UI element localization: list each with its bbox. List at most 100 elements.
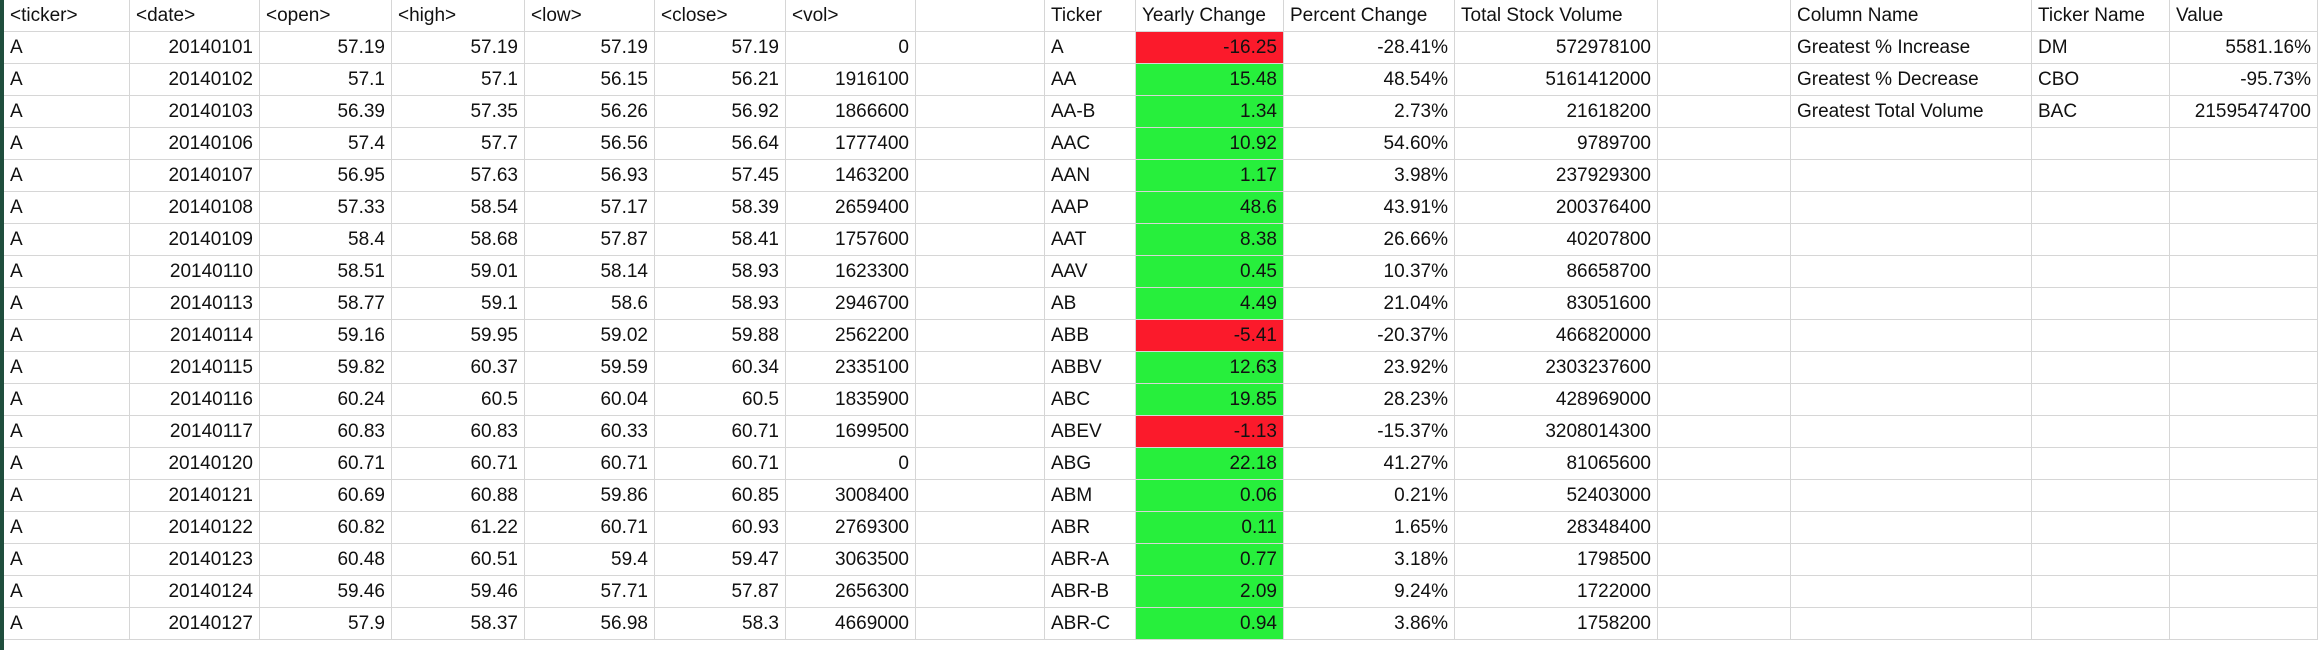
- empty-cell[interactable]: [1658, 32, 1791, 64]
- summary-data-cell[interactable]: 54.60%: [1284, 128, 1455, 160]
- raw-data-cell[interactable]: 60.5: [392, 384, 525, 416]
- empty-cell[interactable]: [2170, 576, 2318, 608]
- empty-cell[interactable]: [1658, 288, 1791, 320]
- summary-data-cell[interactable]: ABM: [1045, 480, 1136, 512]
- empty-cell[interactable]: [2032, 352, 2170, 384]
- greatest-data-cell[interactable]: -95.73%: [2170, 64, 2318, 96]
- raw-data-cell[interactable]: 20140107: [130, 160, 260, 192]
- raw-data-cell[interactable]: 58.77: [260, 288, 392, 320]
- raw-data-cell[interactable]: A: [4, 576, 130, 608]
- empty-cell[interactable]: [916, 384, 1045, 416]
- raw-data-cell[interactable]: 20140103: [130, 96, 260, 128]
- empty-cell[interactable]: [1791, 544, 2032, 576]
- raw-data-cell[interactable]: 60.51: [392, 544, 525, 576]
- empty-cell[interactable]: [2032, 192, 2170, 224]
- summary-data-cell[interactable]: 9.24%: [1284, 576, 1455, 608]
- empty-cell[interactable]: [1658, 320, 1791, 352]
- summary-data-cell[interactable]: AAP: [1045, 192, 1136, 224]
- raw-data-cell[interactable]: 57.1: [392, 64, 525, 96]
- raw-data-cell[interactable]: 57.87: [655, 576, 786, 608]
- raw-data-cell[interactable]: 20140109: [130, 224, 260, 256]
- summary-data-cell[interactable]: AAN: [1045, 160, 1136, 192]
- summary-data-cell[interactable]: 83051600: [1455, 288, 1658, 320]
- raw-data-cell[interactable]: 59.46: [260, 576, 392, 608]
- raw-data-cell[interactable]: 59.4: [525, 544, 655, 576]
- summary-data-cell[interactable]: 2.73%: [1284, 96, 1455, 128]
- summary-data-cell[interactable]: 3.98%: [1284, 160, 1455, 192]
- empty-cell[interactable]: [1791, 192, 2032, 224]
- raw-data-cell[interactable]: 3063500: [786, 544, 916, 576]
- empty-cell[interactable]: [916, 512, 1045, 544]
- summary-data-cell[interactable]: 9789700: [1455, 128, 1658, 160]
- raw-data-cell[interactable]: 59.59: [525, 352, 655, 384]
- raw-data-cell[interactable]: 60.93: [655, 512, 786, 544]
- raw-data-cell[interactable]: 20140116: [130, 384, 260, 416]
- empty-cell[interactable]: [1791, 480, 2032, 512]
- raw-data-cell[interactable]: 0: [786, 32, 916, 64]
- empty-cell[interactable]: [2032, 416, 2170, 448]
- empty-cell[interactable]: [1791, 288, 2032, 320]
- yearly-change-cell[interactable]: 0.45: [1136, 256, 1284, 288]
- raw-data-cell[interactable]: 56.93: [525, 160, 655, 192]
- raw-data-cell[interactable]: 1699500: [786, 416, 916, 448]
- empty-cell[interactable]: [916, 416, 1045, 448]
- raw-data-cell[interactable]: 1623300: [786, 256, 916, 288]
- empty-cell[interactable]: [916, 224, 1045, 256]
- empty-cell[interactable]: [2170, 480, 2318, 512]
- greatest-data-cell[interactable]: Greatest % Increase: [1791, 32, 2032, 64]
- raw-data-cell[interactable]: 2659400: [786, 192, 916, 224]
- empty-cell[interactable]: [1791, 416, 2032, 448]
- summary-data-cell[interactable]: 1758200: [1455, 608, 1658, 640]
- raw-data-cell[interactable]: 59.02: [525, 320, 655, 352]
- raw-data-cell[interactable]: A: [4, 288, 130, 320]
- empty-cell[interactable]: [1658, 448, 1791, 480]
- raw-data-cell[interactable]: 56.64: [655, 128, 786, 160]
- summary-data-cell[interactable]: AAT: [1045, 224, 1136, 256]
- raw-data-cell[interactable]: 20140113: [130, 288, 260, 320]
- empty-cell[interactable]: [1658, 192, 1791, 224]
- raw-data-cell[interactable]: A: [4, 192, 130, 224]
- raw-data-cell[interactable]: 57.19: [525, 32, 655, 64]
- raw-data-cell[interactable]: 57.7: [392, 128, 525, 160]
- raw-data-cell[interactable]: 60.71: [260, 448, 392, 480]
- empty-cell[interactable]: [2032, 608, 2170, 640]
- summary-data-cell[interactable]: 81065600: [1455, 448, 1658, 480]
- empty-cell[interactable]: [916, 320, 1045, 352]
- summary-data-cell[interactable]: -28.41%: [1284, 32, 1455, 64]
- raw-data-cell[interactable]: 57.19: [655, 32, 786, 64]
- raw-data-cell[interactable]: 57.45: [655, 160, 786, 192]
- raw-data-cell[interactable]: 3008400: [786, 480, 916, 512]
- empty-cell[interactable]: [2170, 448, 2318, 480]
- raw-data-cell[interactable]: 56.92: [655, 96, 786, 128]
- raw-data-cell[interactable]: 20140123: [130, 544, 260, 576]
- empty-cell[interactable]: [1791, 160, 2032, 192]
- raw-data-cell[interactable]: 59.82: [260, 352, 392, 384]
- empty-cell[interactable]: [1658, 224, 1791, 256]
- empty-cell[interactable]: [916, 544, 1045, 576]
- empty-cell[interactable]: [1791, 608, 2032, 640]
- summary-data-cell[interactable]: ABEV: [1045, 416, 1136, 448]
- raw-data-cell[interactable]: A: [4, 512, 130, 544]
- empty-cell[interactable]: [916, 288, 1045, 320]
- raw-data-cell[interactable]: 4669000: [786, 608, 916, 640]
- yearly-change-cell[interactable]: -5.41: [1136, 320, 1284, 352]
- raw-data-cell[interactable]: 57.9: [260, 608, 392, 640]
- empty-cell[interactable]: [2032, 576, 2170, 608]
- empty-cell[interactable]: [2032, 384, 2170, 416]
- empty-cell[interactable]: [1658, 576, 1791, 608]
- raw-data-cell[interactable]: 56.15: [525, 64, 655, 96]
- summary-data-cell[interactable]: ABC: [1045, 384, 1136, 416]
- raw-data-cell[interactable]: 20140106: [130, 128, 260, 160]
- raw-data-cell[interactable]: A: [4, 544, 130, 576]
- raw-data-cell[interactable]: 59.01: [392, 256, 525, 288]
- empty-cell[interactable]: [2170, 128, 2318, 160]
- summary-header-cell[interactable]: Total Stock Volume: [1455, 0, 1658, 32]
- summary-data-cell[interactable]: AA: [1045, 64, 1136, 96]
- summary-data-cell[interactable]: 1798500: [1455, 544, 1658, 576]
- empty-cell[interactable]: [916, 64, 1045, 96]
- empty-cell[interactable]: [1658, 256, 1791, 288]
- empty-cell[interactable]: [1791, 384, 2032, 416]
- empty-cell[interactable]: [1658, 352, 1791, 384]
- raw-data-cell[interactable]: 57.63: [392, 160, 525, 192]
- empty-cell[interactable]: [916, 576, 1045, 608]
